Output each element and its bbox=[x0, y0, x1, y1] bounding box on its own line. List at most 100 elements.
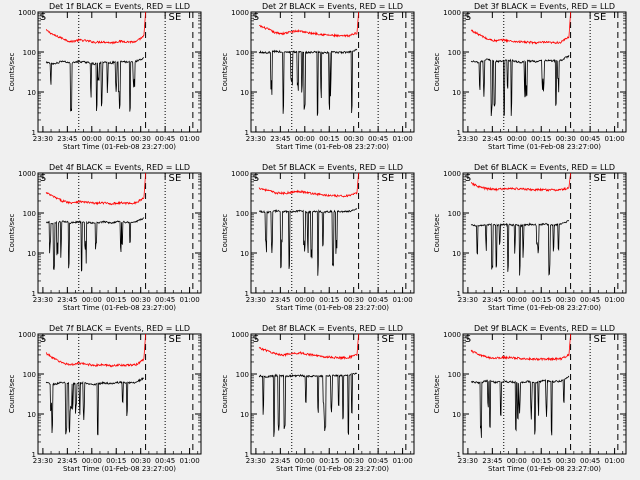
x-tick-label: 23:45 bbox=[57, 135, 77, 143]
plot-frame bbox=[462, 172, 627, 294]
x-tick-label: 00:30 bbox=[344, 457, 364, 465]
time-marker-s: S bbox=[593, 334, 599, 345]
time-marker-s: S bbox=[168, 173, 174, 184]
x-axis-label: Start Time (01-Feb-08 23:27:00) bbox=[276, 304, 389, 312]
series-events-line bbox=[470, 220, 570, 276]
x-tick-label: 23:30 bbox=[246, 135, 266, 143]
x-tick-label: 00:00 bbox=[507, 135, 527, 143]
y-tick-label: 1000 bbox=[443, 9, 461, 17]
x-tick-label: 00:30 bbox=[556, 296, 576, 304]
x-tick-label: 00:45 bbox=[155, 457, 175, 465]
plot-frame bbox=[37, 333, 202, 455]
x-axis-label: Start Time (01-Feb-08 23:27:00) bbox=[488, 143, 601, 151]
y-tick-label: 1 bbox=[457, 290, 461, 298]
time-marker-e: E bbox=[388, 12, 394, 23]
y-tick-label: 1000 bbox=[231, 9, 249, 17]
x-axis-label: Start Time (01-Feb-08 23:27:00) bbox=[276, 465, 389, 473]
y-tick-label: 10 bbox=[452, 250, 461, 258]
panel-det-1: Det 1f BLACK = Events, RED = LLD 1 10 100 10… bbox=[8, 2, 202, 151]
series-events-line bbox=[470, 375, 570, 438]
panel-det-6: Det 6f BLACK = Events, RED = LLD 1 10 100 10… bbox=[433, 163, 627, 312]
series-lld-line bbox=[258, 333, 359, 361]
chart-title: Det 8f BLACK = Events, RED = LLD bbox=[262, 324, 403, 333]
chart-title: Det 6f BLACK = Events, RED = LLD bbox=[474, 163, 615, 172]
series-events-line bbox=[258, 372, 358, 437]
time-marker-e: E bbox=[600, 12, 606, 23]
y-axis-label: Counts/sec bbox=[8, 214, 16, 253]
x-tick-label: 01:00 bbox=[604, 296, 624, 304]
x-axis-label: Start Time (01-Feb-08 23:27:00) bbox=[63, 304, 176, 312]
time-marker-s: S bbox=[381, 334, 387, 345]
series-events-line bbox=[258, 208, 358, 276]
y-tick-label: 10 bbox=[27, 250, 36, 258]
x-tick-label: 01:00 bbox=[179, 296, 199, 304]
x-tick-label: 00:45 bbox=[580, 135, 600, 143]
x-tick-label: 00:00 bbox=[82, 296, 102, 304]
y-tick-label: 1000 bbox=[443, 170, 461, 178]
y-tick-label: 10 bbox=[27, 411, 36, 419]
time-marker-e: E bbox=[175, 173, 181, 184]
plot-frame bbox=[462, 11, 627, 133]
y-axis-label: Counts/sec bbox=[221, 375, 229, 414]
time-marker-s: S bbox=[593, 173, 599, 184]
x-tick-label: 00:00 bbox=[507, 296, 527, 304]
series-lld-line bbox=[259, 11, 359, 38]
y-tick-label: 100 bbox=[23, 49, 36, 57]
x-tick-label: 23:45 bbox=[482, 135, 502, 143]
x-axis-label: Start Time (01-Feb-08 23:27:00) bbox=[488, 304, 601, 312]
x-tick-label: 01:00 bbox=[392, 296, 412, 304]
time-marker-s: S bbox=[381, 173, 387, 184]
x-tick-label: 00:00 bbox=[82, 457, 102, 465]
time-marker-s: S bbox=[253, 173, 259, 184]
panel-det-5: Det 5f BLACK = Events, RED = LLD 1 10 100 10… bbox=[221, 163, 415, 312]
y-tick-label: 100 bbox=[236, 210, 249, 218]
time-marker-s: S bbox=[465, 173, 471, 184]
y-axis-label: Counts/sec bbox=[433, 214, 441, 253]
plot-frame bbox=[37, 11, 202, 133]
series-lld-line bbox=[470, 11, 571, 45]
y-tick-label: 1000 bbox=[231, 331, 249, 339]
x-tick-label: 00:45 bbox=[580, 457, 600, 465]
x-tick-label: 01:00 bbox=[604, 135, 624, 143]
x-tick-label: 23:30 bbox=[33, 457, 53, 465]
y-tick-label: 100 bbox=[236, 49, 249, 57]
plot-frame bbox=[37, 172, 202, 294]
x-tick-label: 00:45 bbox=[155, 296, 175, 304]
chart-title: Det 1f BLACK = Events, RED = LLD bbox=[49, 2, 190, 11]
y-tick-label: 1000 bbox=[18, 9, 36, 17]
x-tick-label: 00:15 bbox=[319, 457, 339, 465]
y-tick-label: 1 bbox=[245, 129, 249, 137]
y-tick-label: 100 bbox=[23, 210, 36, 218]
x-tick-label: 00:45 bbox=[368, 457, 388, 465]
x-tick-label: 00:00 bbox=[82, 135, 102, 143]
chart-title: Det 7f BLACK = Events, RED = LLD bbox=[49, 324, 190, 333]
time-marker-s: S bbox=[168, 12, 174, 23]
y-tick-label: 10 bbox=[452, 89, 461, 97]
y-tick-label: 100 bbox=[448, 210, 461, 218]
chart-title: Det 5f BLACK = Events, RED = LLD bbox=[262, 163, 403, 172]
series-events-line bbox=[45, 57, 145, 112]
x-tick-label: 00:00 bbox=[507, 457, 527, 465]
x-tick-label: 00:45 bbox=[368, 296, 388, 304]
x-tick-label: 23:30 bbox=[246, 296, 266, 304]
series-lld-line bbox=[470, 333, 571, 362]
panel-det-8: Det 8f BLACK = Events, RED = LLD 1 10 100 10… bbox=[221, 324, 415, 473]
time-marker-e: E bbox=[175, 12, 181, 23]
time-marker-s: S bbox=[381, 12, 387, 23]
y-tick-label: 1000 bbox=[18, 331, 36, 339]
x-tick-label: 01:00 bbox=[179, 135, 199, 143]
time-marker-e: E bbox=[600, 334, 606, 345]
x-tick-label: 23:45 bbox=[482, 296, 502, 304]
x-tick-label: 00:45 bbox=[580, 296, 600, 304]
plot-frame bbox=[250, 172, 415, 294]
x-axis-label: Start Time (01-Feb-08 23:27:00) bbox=[488, 465, 601, 473]
time-marker-s: S bbox=[168, 334, 174, 345]
panel-det-7: Det 7f BLACK = Events, RED = LLD 1 10 100 10… bbox=[8, 324, 202, 473]
plot-frame bbox=[462, 333, 627, 455]
chart-title: Det 3f BLACK = Events, RED = LLD bbox=[474, 2, 615, 11]
x-tick-label: 23:30 bbox=[458, 457, 478, 465]
panel-det-9: Det 9f BLACK = Events, RED = LLD 1 10 100 10… bbox=[433, 324, 627, 473]
x-tick-label: 00:30 bbox=[344, 296, 364, 304]
x-tick-label: 23:30 bbox=[246, 457, 266, 465]
time-marker-e: E bbox=[600, 173, 606, 184]
